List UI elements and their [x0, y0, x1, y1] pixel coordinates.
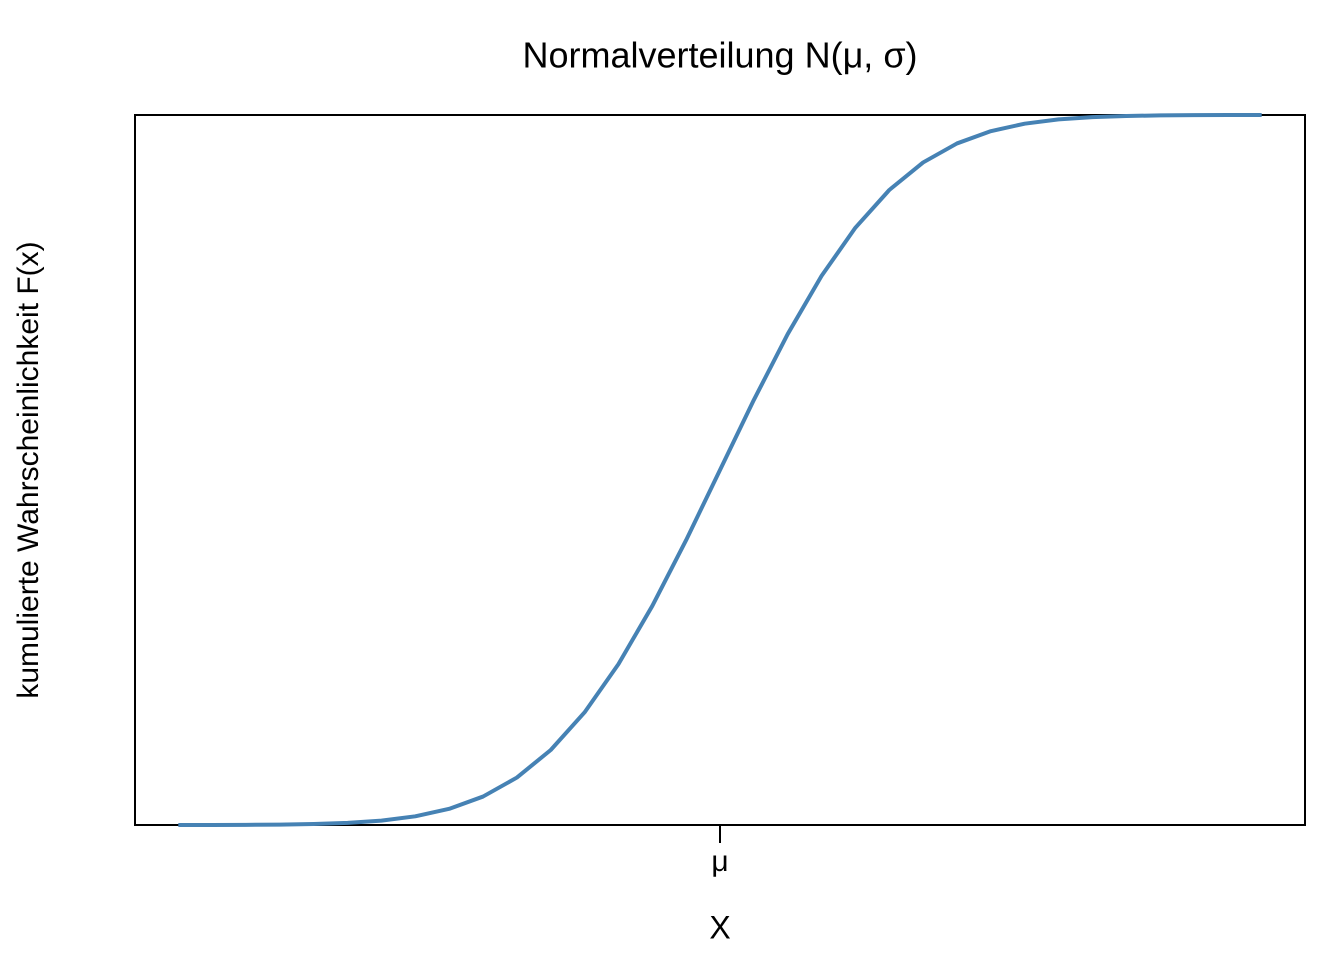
y-axis-label: kumulierte Wahrscheinlichkeit F(x) — [12, 241, 45, 698]
chart-title: Normalverteilung N(μ, σ) — [522, 35, 917, 76]
x-axis-label: X — [709, 909, 730, 945]
x-tick-label: μ — [711, 845, 728, 878]
cdf-line — [178, 113, 1262, 827]
